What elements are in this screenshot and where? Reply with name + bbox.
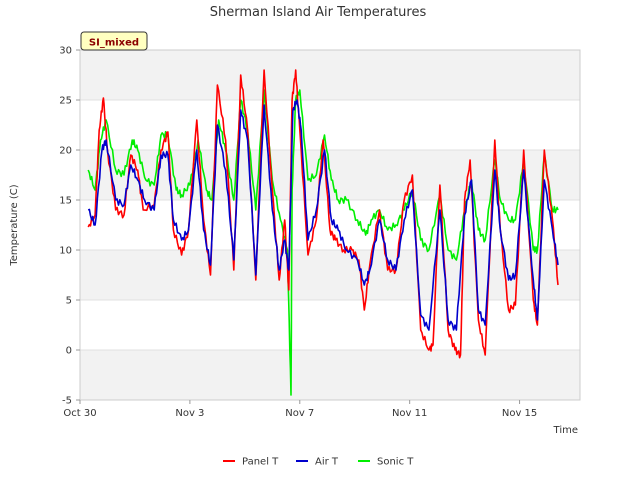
plot-area [79,49,581,401]
y-tick-label: 10 [59,246,72,257]
y-axis-label: Temperature (C) [9,184,20,266]
grid-band [80,350,580,400]
x-tick-label: Nov 11 [392,408,427,419]
grid-band [80,50,580,100]
x-tick-label: Nov 7 [285,408,314,419]
grid-band [80,250,580,300]
chart-title: Sherman Island Air Temperatures [210,5,427,20]
x-axis-label: Time [553,425,578,436]
station-badge-label: SI_mixed [89,38,139,49]
series-lines [87,69,559,396]
legend-label-air-t: Air T [315,457,339,468]
y-tick-label: 0 [66,346,72,357]
y-tick-label: 20 [59,146,72,157]
x-tick-label: Nov 15 [502,408,537,419]
station-badge: SI_mixed [80,31,148,51]
x-tick-label: Oct 30 [63,408,96,419]
y-tick-label: 30 [59,46,72,57]
x-tick-label: Nov 3 [175,408,204,419]
series-line-air-t [87,99,559,331]
y-axis: -5 0 5 10 15 20 25 30 [59,46,80,407]
legend-label-panel-t: Panel T [242,457,279,468]
y-tick-label: 25 [59,96,72,107]
y-tick-label: 5 [66,296,72,307]
legend: Panel T Air T Sonic T [223,457,414,468]
series-line-sonic-t [87,89,559,396]
y-tick-label: 15 [59,196,72,207]
y-tick-label: -5 [62,396,72,407]
x-axis: Oct 30 Nov 3 Nov 7 Nov 11 Nov 15 [63,400,537,419]
legend-label-sonic-t: Sonic T [377,457,414,468]
